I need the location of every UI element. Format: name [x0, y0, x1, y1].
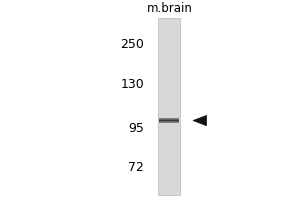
Text: 250: 250: [120, 38, 144, 51]
Bar: [158, 18, 181, 195]
Bar: [159, 119, 179, 120]
Text: m.brain: m.brain: [146, 2, 192, 15]
Text: 95: 95: [128, 122, 144, 135]
Bar: [159, 121, 179, 122]
Bar: [159, 118, 179, 119]
Text: 72: 72: [128, 161, 144, 174]
Bar: [159, 118, 179, 119]
Bar: [159, 122, 179, 123]
Bar: [159, 120, 179, 121]
Polygon shape: [193, 115, 206, 126]
Bar: [159, 120, 179, 121]
Text: 130: 130: [120, 78, 144, 91]
Bar: [159, 122, 179, 123]
